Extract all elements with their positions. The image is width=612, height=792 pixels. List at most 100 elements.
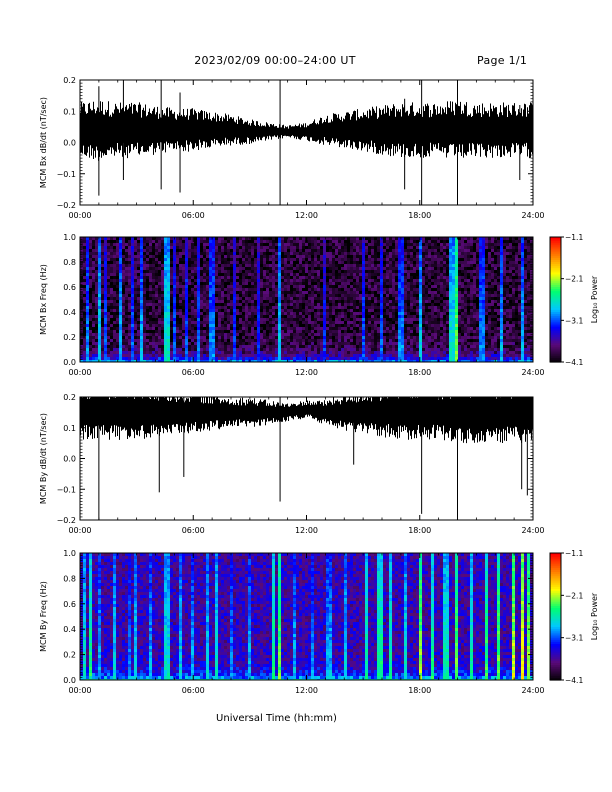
spectrogram-cell — [110, 243, 113, 246]
spectrogram-cell — [335, 255, 338, 258]
spectrogram-cell — [356, 285, 359, 288]
spectrogram-cell — [113, 297, 116, 300]
spectrogram-cell — [350, 291, 353, 294]
spectrogram-cell — [155, 312, 158, 315]
spectrogram-cell — [170, 360, 173, 362]
spectrogram-cell — [239, 348, 242, 351]
spectrogram-cell — [194, 267, 197, 270]
spectrogram-cell — [311, 321, 314, 324]
spectrogram-cell — [86, 330, 89, 333]
spectrogram-cell — [317, 270, 320, 273]
spectrogram-cell — [368, 336, 371, 339]
spectrogram-cell — [107, 348, 110, 351]
spectrogram-cell — [278, 351, 281, 354]
spectrogram-cell — [296, 345, 299, 348]
spectrogram-cell — [176, 297, 179, 300]
spectrogram-cell — [413, 255, 416, 258]
spectrogram-cell — [86, 258, 89, 261]
spectrogram-cell — [425, 258, 428, 261]
spectrogram-cell — [128, 327, 131, 330]
spectrogram-cell — [92, 342, 95, 345]
spectrogram-cell — [155, 315, 158, 318]
spectrogram-cell — [350, 330, 353, 333]
spectrogram-cell — [107, 333, 110, 336]
spectrogram-cell — [125, 324, 128, 327]
spectrogram-cell — [98, 285, 101, 288]
spectrogram-cell — [143, 327, 146, 330]
spectrogram-cell — [401, 345, 404, 348]
spectrogram-cell — [332, 306, 335, 309]
spectrogram-cell — [194, 246, 197, 249]
spectrogram-cell — [89, 333, 92, 336]
spectrogram-cell — [314, 306, 317, 309]
spectrogram-cell — [185, 270, 188, 273]
spectrogram-cell — [107, 282, 110, 285]
spectrogram-cell — [233, 294, 236, 297]
spectrogram-cell — [191, 267, 194, 270]
spectrogram-cell — [359, 237, 362, 240]
spectrogram-cell — [407, 318, 410, 321]
spectrogram-cell — [254, 330, 257, 333]
spectrogram-cell — [383, 288, 386, 291]
spectrogram-cell — [107, 249, 110, 252]
spectrogram-cell — [122, 345, 125, 348]
spectrogram-cell — [281, 270, 284, 273]
spectrogram-cell — [206, 348, 209, 351]
spectrogram-cell — [257, 237, 260, 240]
spectrogram-cell — [95, 276, 98, 279]
spectrogram-cell — [392, 345, 395, 348]
spectrogram-cell — [338, 261, 341, 264]
spectrogram-cell — [176, 318, 179, 321]
spectrogram-cell — [350, 288, 353, 291]
spectrogram-cell — [251, 255, 254, 258]
spectrogram-cell — [194, 312, 197, 315]
spectrogram-cell — [404, 327, 407, 330]
spectrogram-cell — [281, 240, 284, 243]
spectrogram-cell — [347, 303, 350, 306]
spectrogram-cell — [362, 315, 365, 318]
spectrogram-cell — [155, 255, 158, 258]
spectrogram-cell — [356, 252, 359, 255]
spectrogram-cell — [143, 315, 146, 318]
spectrogram-cell — [131, 240, 134, 243]
spectrogram-cell — [260, 276, 263, 279]
spectrogram-cell — [416, 243, 419, 246]
spectrogram-cell — [263, 240, 266, 243]
spectrogram-cell — [173, 288, 176, 291]
spectrogram-cell — [326, 276, 329, 279]
spectrogram-cell — [371, 267, 374, 270]
spectrogram-cell — [335, 243, 338, 246]
spectrogram-cell — [86, 339, 89, 342]
spectrogram-cell — [86, 342, 89, 345]
spectrogram-cell — [176, 321, 179, 324]
spectrogram-cell — [305, 252, 308, 255]
spectrogram-cell — [380, 255, 383, 258]
spectrogram-cell — [293, 354, 296, 357]
spectrogram-cell — [353, 360, 356, 362]
spectrogram-cell — [284, 288, 287, 291]
spectrogram-cell — [134, 300, 137, 303]
spectrogram-cell — [167, 258, 170, 261]
spectrogram-cell — [113, 354, 116, 357]
spectrogram-cell — [353, 276, 356, 279]
spectrogram-cell — [305, 267, 308, 270]
spectrogram-cell — [137, 336, 140, 339]
spectrogram-cell — [314, 273, 317, 276]
spectrogram-cell — [311, 252, 314, 255]
spectrogram-cell — [353, 300, 356, 303]
spectrogram-cell — [83, 255, 86, 258]
spectrogram-cell — [227, 318, 230, 321]
spectrogram-cell — [377, 264, 380, 267]
spectrogram-cell — [311, 357, 314, 360]
spectrogram-cell — [344, 294, 347, 297]
spectrogram-cell — [209, 258, 212, 261]
spectrogram-cell — [287, 240, 290, 243]
spectrogram-cell — [272, 339, 275, 342]
spectrogram-cell — [344, 342, 347, 345]
spectrogram-cell — [323, 243, 326, 246]
spectrogram-cell — [383, 255, 386, 258]
spectrogram-cell — [380, 336, 383, 339]
spectrogram-cell — [122, 303, 125, 306]
spectrogram-cell — [218, 351, 221, 354]
spectrogram-cell — [134, 249, 137, 252]
